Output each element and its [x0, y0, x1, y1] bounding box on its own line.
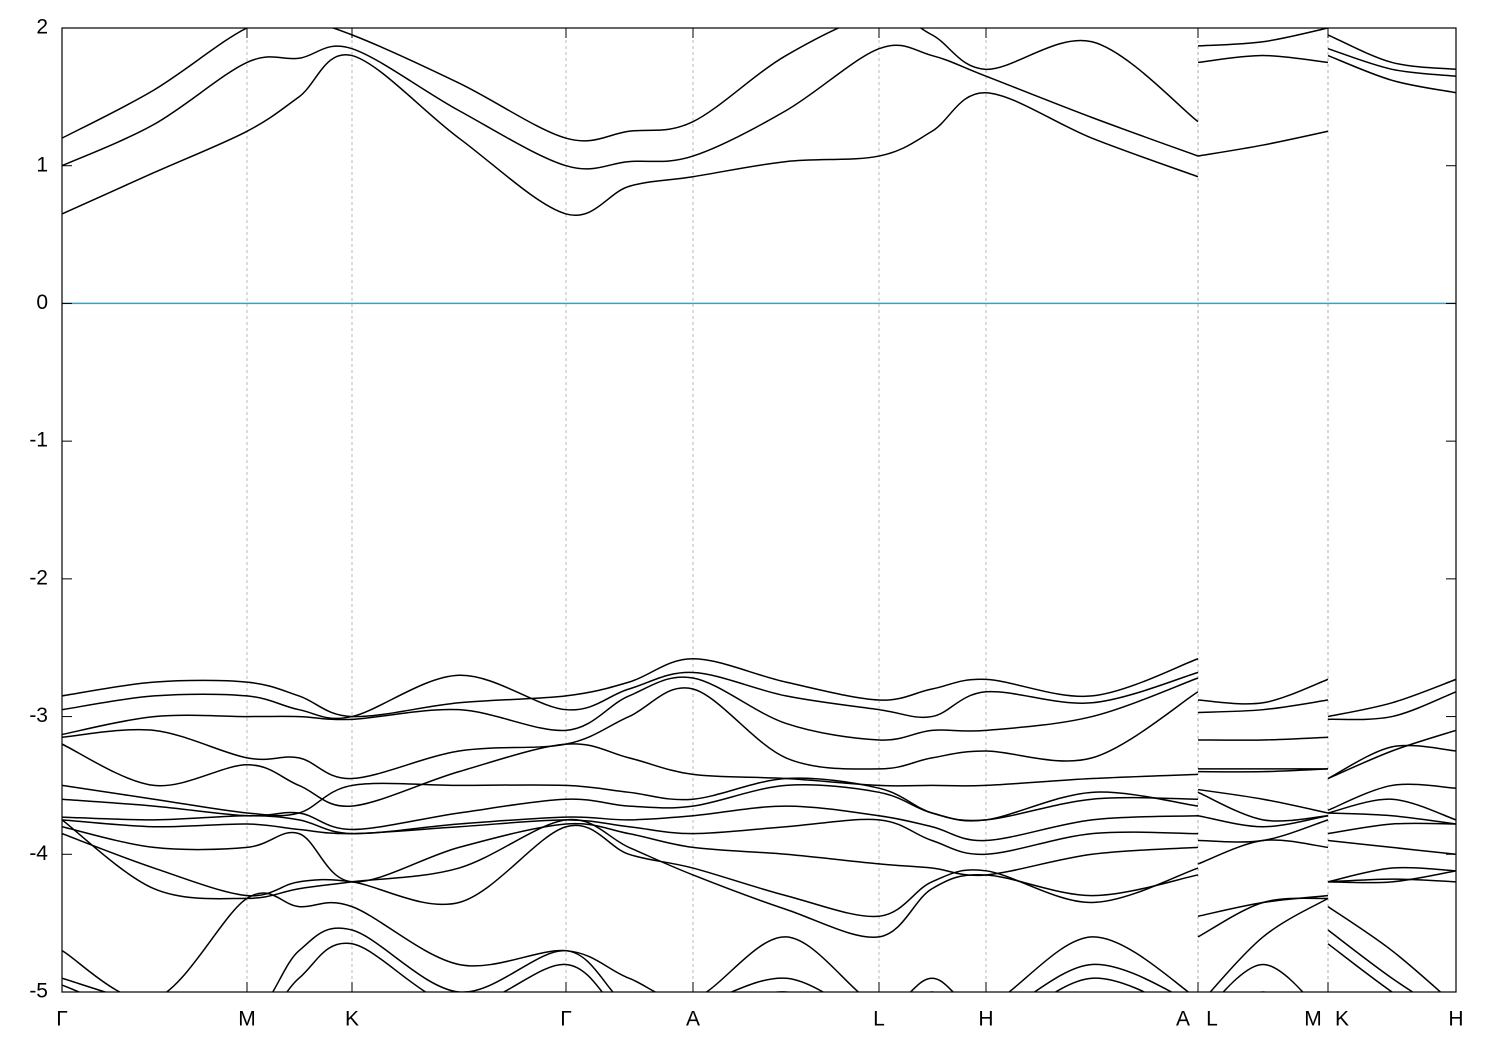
x-tick-label: H [1448, 1008, 1463, 1031]
band-line [62, 657, 1456, 718]
band-line [62, 676, 1456, 780]
x-tick-label: Γ [560, 1008, 572, 1031]
x-tick-label: A [1176, 1008, 1190, 1031]
y-tick-label: -4 [29, 842, 48, 865]
x-tick-label: M [238, 1008, 256, 1031]
x-tick-label: H [978, 1008, 993, 1031]
plot-frame [61, 27, 1457, 993]
x-tick-label: A [686, 1008, 700, 1031]
x-tick-label: M [1304, 1008, 1322, 1031]
band-line [62, 818, 1456, 856]
y-tick-label: -5 [29, 980, 48, 1003]
x-tick-label: L [873, 1008, 885, 1031]
band-line [62, 805, 1456, 842]
x-tick-label: K [345, 1008, 359, 1031]
band-line [62, 818, 1456, 939]
x-tick-label: L [1206, 1008, 1218, 1031]
band-line [62, 53, 1456, 217]
band-line [62, 822, 1456, 883]
band-line [62, 892, 1442, 992]
y-tick-label: 2 [36, 16, 48, 39]
y-tick-label: -3 [29, 704, 48, 727]
y-tick-label: -2 [29, 566, 48, 589]
band-line [62, 927, 1414, 992]
y-tick-label: 1 [36, 153, 48, 176]
band-line [62, 671, 1456, 721]
band-line [62, 44, 1456, 170]
plot-area [62, 28, 1456, 992]
band-line [62, 942, 1394, 992]
band-line [62, 28, 1456, 142]
y-tick-label: -1 [29, 429, 48, 452]
y-tick-label: 0 [36, 291, 48, 314]
x-tick-label: K [1335, 1008, 1349, 1031]
x-tick-label: Γ [56, 1008, 68, 1031]
band-line [62, 743, 1456, 811]
